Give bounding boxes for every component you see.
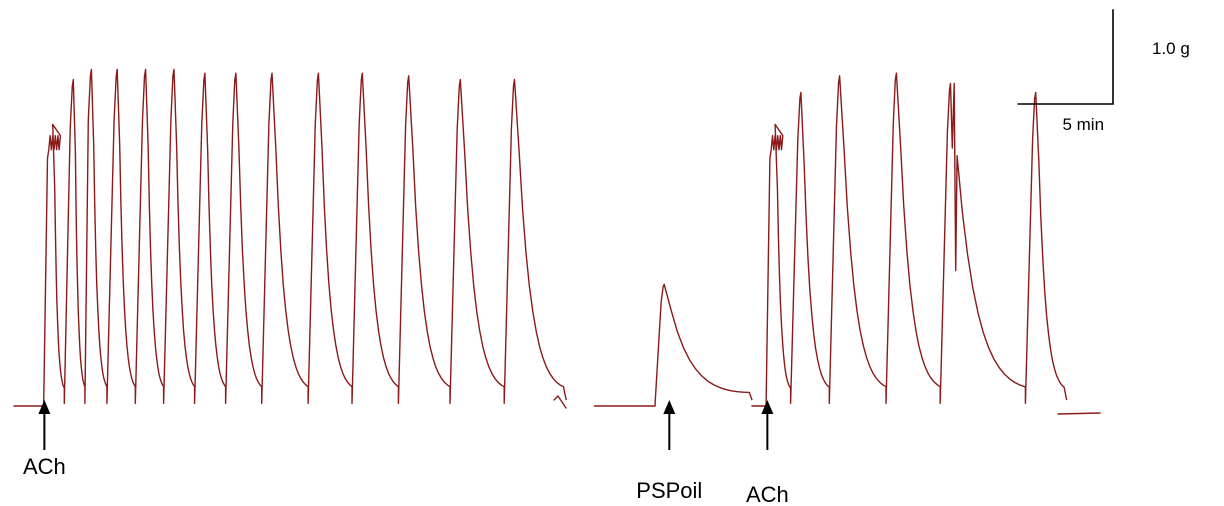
arrow-up-icon [38,400,51,414]
scale-bar-lines [1017,9,1114,105]
annotation-label: ACh [23,454,66,479]
trace-segment-3 [751,72,1068,407]
scale-bar-vertical-label: 1.0 g [1152,39,1190,58]
force-trace-group [13,68,1101,415]
arrow-up-icon [663,400,676,414]
annotation-pspoil: PSPoil [636,400,702,503]
annotation-ach: ACh [23,400,66,479]
arrow-up-icon [761,400,774,414]
annotation-group: ACh PSPoil ACh [23,400,789,506]
scale-bar-horizontal-label: 5 min [1062,115,1104,134]
trace-tail [1057,412,1101,415]
annotation-label: PSPoil [636,478,702,503]
annotation-label: ACh [746,482,789,506]
annotation-ach: ACh [746,400,789,506]
trace-segment-2 [593,283,753,407]
trace-segment-1 [13,68,567,407]
scale-bar: 1.0 g 5 min [1017,9,1190,134]
trace-artifact [553,395,567,409]
